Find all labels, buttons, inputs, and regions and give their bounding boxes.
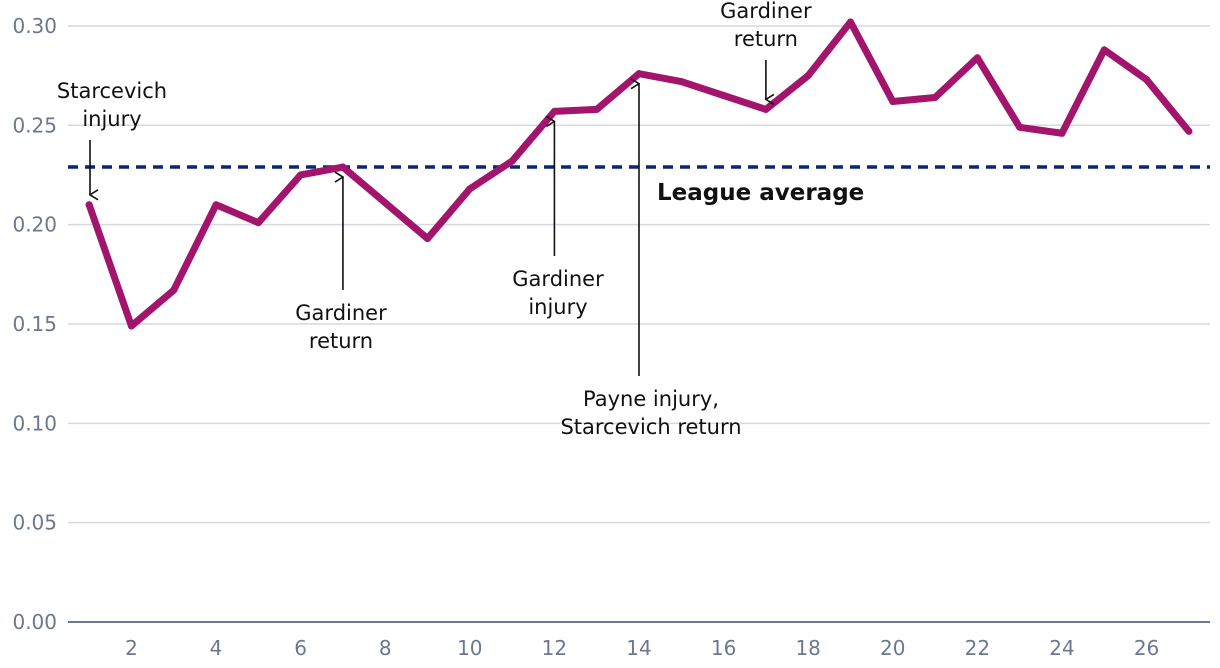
annotation-text: Gardiner [720,0,812,23]
y-tick-label: 0.10 [12,411,57,435]
data-point [677,78,685,86]
data-point [85,201,93,209]
y-tick-label: 0.25 [12,113,57,137]
annotation-text: return [309,329,373,353]
league-average-label: League average [657,180,864,206]
data-point [508,157,516,165]
data-point [254,219,262,227]
data-point [762,105,770,113]
y-tick-label: 0.05 [12,511,57,535]
annotation: Gardiner injury [512,121,604,319]
annotation-text: Starcevich [57,79,167,103]
y-axis: 0.00 0.05 0.10 0.15 0.20 0.25 0.30 [12,14,57,634]
data-point [1143,76,1151,84]
annotation-text: return [734,27,798,51]
annotation: Gardiner return [295,177,387,353]
y-tick-label: 0.00 [12,610,57,634]
data-point [1058,129,1066,137]
data-point [973,54,981,62]
data-point [297,171,305,179]
x-tick-label: 8 [379,636,392,660]
x-tick-label: 22 [965,636,990,660]
x-tick-label: 12 [542,636,567,660]
y-tick-label: 0.20 [12,213,57,237]
x-tick-label: 10 [457,636,482,660]
data-point [1185,127,1193,135]
data-point [593,105,601,113]
data-point [889,97,897,105]
x-tick-label: 18 [795,636,820,660]
x-tick-label: 20 [880,636,905,660]
annotation-text: Gardiner [295,301,387,325]
data-point [550,107,558,115]
annotation: Gardiner return [720,0,812,99]
data-point [212,201,220,209]
annotation: Starcevich injury [57,79,167,195]
data-point [170,286,178,294]
data-point [931,93,939,101]
x-tick-label: 4 [210,636,223,660]
data-point [127,322,135,330]
x-tick-label: 6 [294,636,307,660]
series-layer [85,18,1193,330]
x-axis: 2 4 6 8 10 12 14 16 18 20 22 24 26 [125,636,1159,660]
y-tick-label: 0.15 [12,312,57,336]
data-point [1100,46,1108,54]
data-point [804,72,812,80]
x-tick-label: 26 [1134,636,1159,660]
data-point [846,18,854,26]
annotation-text: injury [82,107,141,131]
data-point [635,70,643,78]
x-tick-label: 24 [1049,636,1074,660]
y-tick-label: 0.30 [12,14,57,38]
annotation-text: Gardiner [512,267,604,291]
data-point [424,235,432,243]
annotation-text: injury [528,295,587,319]
data-point [339,163,347,171]
x-tick-label: 2 [125,636,138,660]
annotation-text: Payne injury, [583,387,719,411]
x-tick-label: 16 [711,636,736,660]
data-point [466,185,474,193]
data-point [1016,123,1024,131]
data-point [720,92,728,100]
annotation-text: Starcevich return [560,415,741,439]
x-tick-label: 14 [626,636,651,660]
annotations: Starcevich injury Gardiner return Gardiner in… [57,0,812,439]
annotation: Payne injury, Starcevich return [560,84,742,439]
data-point [381,199,389,207]
